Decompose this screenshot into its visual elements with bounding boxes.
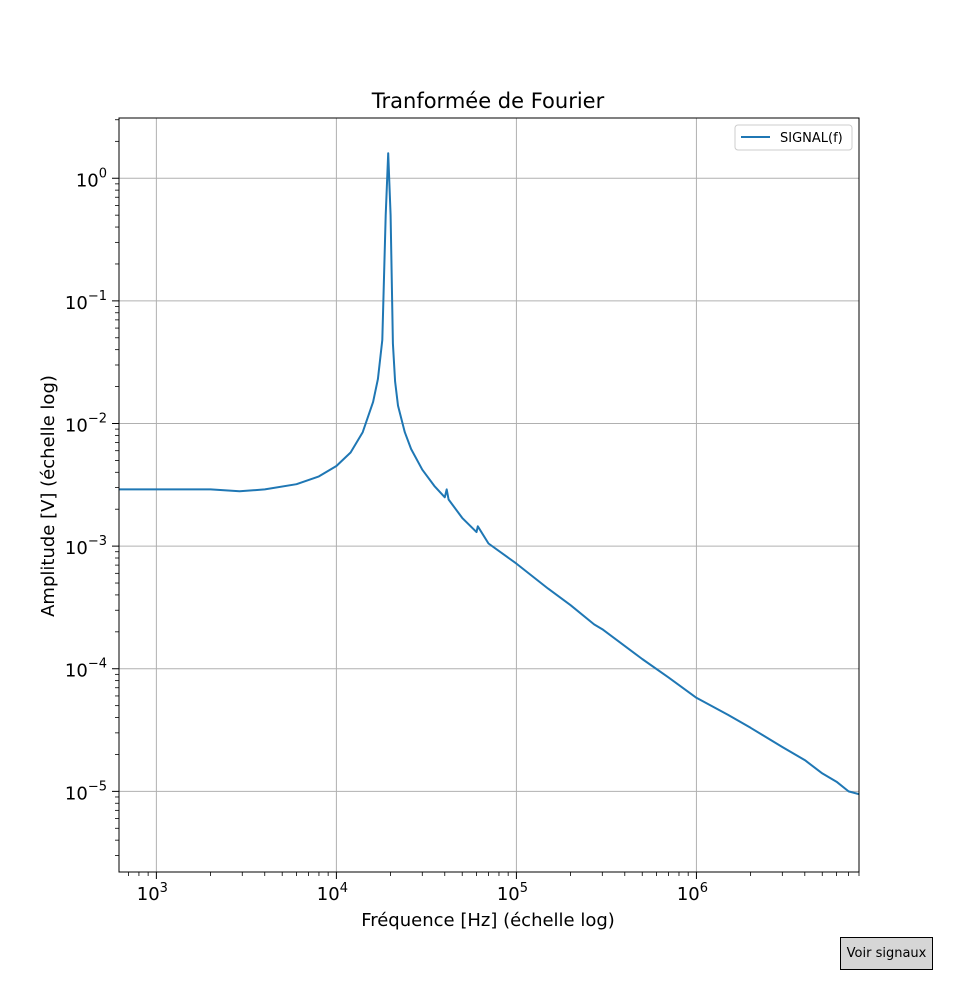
- plot-area: [119, 152, 859, 796]
- x-axis-label: Fréquence [Hz] (échelle log): [361, 910, 615, 931]
- y-tick-label: 100: [76, 166, 107, 191]
- voir-signaux-button[interactable]: Voir signaux: [840, 937, 933, 970]
- series-line: [119, 152, 859, 796]
- legend-label: SIGNAL(f): [780, 131, 843, 146]
- chart-title: Tranformée de Fourier: [371, 89, 605, 113]
- axes-frame: [118, 117, 860, 873]
- y-axis-label: Amplitude [V] (échelle log): [38, 375, 59, 617]
- legend: SIGNAL(f): [734, 124, 853, 151]
- y-tick-label: 10−2: [65, 411, 107, 436]
- x-tick-label: 105: [497, 881, 528, 905]
- grid-lines: [119, 118, 859, 872]
